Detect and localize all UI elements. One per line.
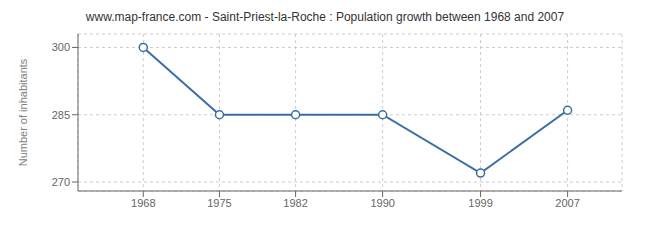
svg-text:1999: 1999 — [468, 197, 492, 209]
svg-text:270: 270 — [52, 176, 70, 188]
svg-text:1975: 1975 — [207, 197, 231, 209]
svg-text:1982: 1982 — [283, 197, 307, 209]
svg-text:1990: 1990 — [370, 197, 394, 209]
svg-text:300: 300 — [52, 41, 70, 53]
svg-text:285: 285 — [52, 109, 70, 121]
svg-text:2007: 2007 — [555, 197, 579, 209]
html-text:www.map-france.com - Saint-Pri: www.map-france.com - Saint-Priest-la-Roc… — [85, 10, 565, 24]
svg-text:1968: 1968 — [131, 197, 155, 209]
svg-text:Number of inhabitants: Number of inhabitants — [17, 58, 29, 166]
